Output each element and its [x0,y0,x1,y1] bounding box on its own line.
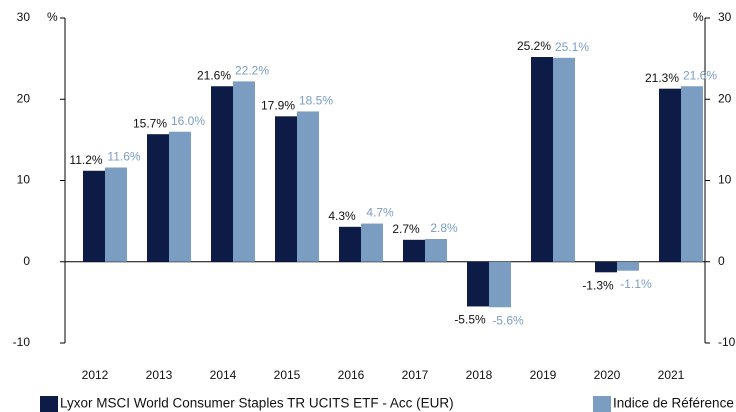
legend-swatch [593,396,611,412]
bar [83,170,105,262]
value-label: 16.0% [171,114,205,128]
x-tick-label: 2015 [274,368,301,382]
bar [659,88,681,262]
bar [147,134,169,262]
bar [105,167,127,262]
y-tick-label: 0 [23,254,30,268]
bar [617,261,639,271]
y-unit: % [47,10,58,24]
bar [233,81,255,262]
y2-unit: % [693,10,704,24]
bar [681,86,703,262]
x-tick-label: 2021 [658,368,685,382]
y2-tick-label: 0 [718,254,725,268]
value-label: 4.7% [366,206,394,220]
y2-tick-label: 10 [718,173,732,187]
bar [425,239,447,262]
bar [297,111,319,262]
bar [553,57,575,262]
y-tick-label: 10 [17,173,31,187]
x-tick-label: 2014 [210,368,237,382]
x-tick-label: 2020 [594,368,621,382]
x-tick-label: 2018 [466,368,493,382]
bar [169,131,191,262]
value-label: -1.3% [582,278,614,292]
bar [403,239,425,262]
value-label: 11.6% [107,150,140,164]
legend-swatch [40,396,58,412]
value-label: 4.3% [328,209,356,223]
y2-tick-label: 20 [718,91,732,105]
value-label: 2.7% [392,222,420,236]
value-label: 11.2% [69,153,102,167]
bar [531,57,553,262]
value-label: 21.6% [683,68,717,82]
value-label: 25.2% [517,39,551,53]
bar [361,223,383,262]
value-label: 17.9% [261,98,295,112]
value-label: -5.5% [454,313,486,327]
bar [339,226,361,262]
value-label: 22.2% [235,64,269,78]
y-tick-label: 20 [17,91,31,105]
bar [595,261,617,273]
y-tick-label: 30 [17,10,31,24]
value-label: 21.6% [197,68,231,82]
legend-label: Lyxor MSCI World Consumer Staples TR UCI… [60,396,454,411]
bar [275,116,297,262]
x-tick-label: 2016 [338,368,365,382]
bar [489,261,511,308]
bar [467,261,489,307]
value-label: 25.1% [555,40,589,54]
value-label: 18.5% [299,94,333,108]
x-tick-label: 2012 [82,368,109,382]
legend-label: Indice de Référence [613,396,734,411]
value-label: 2.8% [430,221,458,235]
x-tick-label: 2013 [146,368,173,382]
x-tick-label: 2017 [402,368,429,382]
y2-tick-label: -10 [718,335,736,349]
x-tick-label: 2019 [530,368,557,382]
value-label: -5.6% [492,313,524,327]
value-label: 15.7% [133,116,167,130]
bar [211,86,233,262]
y2-tick-label: 30 [718,10,732,24]
value-label: -1.1% [620,277,652,291]
y-tick-label: -10 [13,335,31,349]
value-label: 21.3% [645,71,679,85]
